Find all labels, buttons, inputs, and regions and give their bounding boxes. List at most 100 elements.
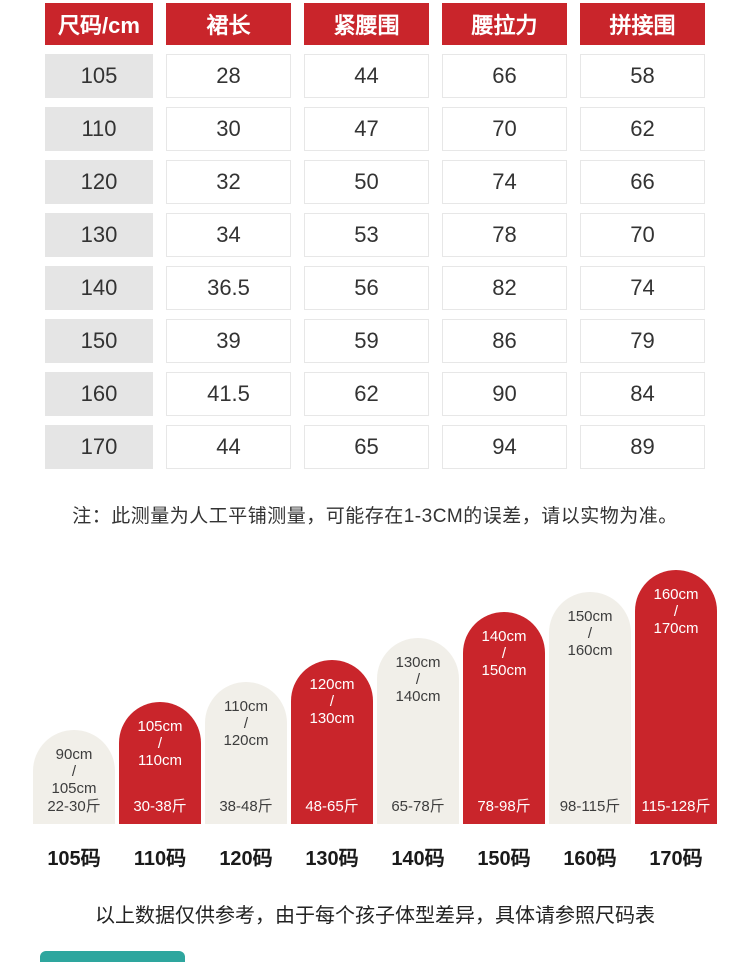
- bar-height-min: 130cm: [395, 654, 441, 671]
- value-cell: 50: [304, 160, 429, 204]
- value-cell: 79: [580, 319, 705, 363]
- size-cell: 110: [45, 107, 153, 151]
- bar-height-max: 130cm: [309, 710, 355, 727]
- bar-height-max: 160cm: [567, 642, 613, 659]
- size-bar: 140cm / 150cm 78-98斤: [463, 612, 545, 824]
- table-header-cell: 拼接围: [580, 3, 705, 45]
- size-bar: 160cm / 170cm 115-128斤: [635, 570, 717, 824]
- value-cell: 90: [442, 372, 567, 416]
- value-cell: 70: [442, 107, 567, 151]
- size-label: 120码: [219, 848, 273, 870]
- value-cell: 70: [580, 213, 705, 257]
- value-cell: 39: [166, 319, 291, 363]
- size-bar: 90cm / 105cm 22-30斤: [33, 730, 115, 824]
- size-table: 尺码/cm 裙长 紧腰围 腰拉力 拼接围 105 28 44 66 58 110…: [45, 3, 705, 469]
- size-label: 130码: [305, 848, 359, 870]
- size-bar: 150cm / 160cm 98-115斤: [549, 592, 631, 824]
- size-label: 110码: [133, 848, 187, 870]
- value-cell: 47: [304, 107, 429, 151]
- value-cell: 56: [304, 266, 429, 310]
- bar-height-max: 140cm: [395, 688, 441, 705]
- value-cell: 89: [580, 425, 705, 469]
- bar-weight-range: 38-48斤: [219, 798, 273, 815]
- bar-height-min: 90cm: [55, 746, 93, 763]
- bar-height-min: 110cm: [224, 698, 268, 715]
- value-cell: 65: [304, 425, 429, 469]
- table-header-cell: 腰拉力: [442, 3, 567, 45]
- value-cell: 28: [166, 54, 291, 98]
- bar-slash: /: [71, 763, 77, 780]
- bar-slash: /: [673, 603, 679, 620]
- size-cell: 140: [45, 266, 153, 310]
- bar-height-max: 110cm: [138, 752, 182, 769]
- value-cell: 34: [166, 213, 291, 257]
- bar-weight-range: 115-128斤: [641, 798, 711, 815]
- bar-weight-range: 78-98斤: [477, 798, 531, 815]
- bar-height-range: 110cm / 120cm: [223, 698, 268, 749]
- size-cell: 170: [45, 425, 153, 469]
- size-cell: 105: [45, 54, 153, 98]
- size-label-row: 105码 110码 120码 130码 140码 150码 160码 170码: [0, 842, 750, 871]
- size-label: 150码: [477, 848, 531, 870]
- bar-weight-range: 48-65斤: [305, 798, 359, 815]
- size-label: 105码: [47, 848, 101, 870]
- size-label: 140码: [391, 848, 445, 870]
- size-label: 160码: [563, 848, 617, 870]
- size-bar: 130cm / 140cm 65-78斤: [377, 638, 459, 824]
- bar-height-max: 120cm: [223, 732, 269, 749]
- size-label: 170码: [649, 848, 703, 870]
- size-cell: 120: [45, 160, 153, 204]
- bar-weight-range: 22-30斤: [47, 798, 101, 815]
- size-bar: 110cm / 120cm 38-48斤: [205, 682, 287, 824]
- bar-slash: /: [587, 625, 593, 642]
- value-cell: 66: [442, 54, 567, 98]
- size-bar: 120cm / 130cm 48-65斤: [291, 660, 373, 824]
- bar-weight-range: 98-115斤: [559, 798, 621, 815]
- bar-height-max: 105cm: [51, 780, 97, 797]
- value-cell: 74: [580, 266, 705, 310]
- value-cell: 41.5: [166, 372, 291, 416]
- teal-accent-bar: [40, 951, 185, 962]
- value-cell: 44: [166, 425, 291, 469]
- measure-note: 注：此测量为人工平铺测量，可能存在1-3CM的误差，请以实物为准。: [72, 506, 678, 527]
- bar-height-min: 150cm: [567, 608, 613, 625]
- value-cell: 58: [580, 54, 705, 98]
- bar-weight-range: 65-78斤: [391, 798, 445, 815]
- bar-height-range: 105cm / 110cm: [137, 718, 182, 769]
- size-cell: 130: [45, 213, 153, 257]
- bar-height-min: 120cm: [309, 676, 355, 693]
- bar-height-min: 105cm: [137, 718, 183, 735]
- bar-height-max: 150cm: [481, 662, 527, 679]
- bar-slash: /: [243, 715, 249, 732]
- size-bar-chart: 90cm / 105cm 22-30斤 105cm / 110cm 30-38斤…: [0, 570, 750, 824]
- value-cell: 59: [304, 319, 429, 363]
- table-header-cell: 紧腰围: [304, 3, 429, 45]
- size-cell: 160: [45, 372, 153, 416]
- bar-weight-range: 30-38斤: [133, 798, 187, 815]
- value-cell: 84: [580, 372, 705, 416]
- footer-note: 以上数据仅供参考，由于每个孩子体型差异，具体请参照尺码表: [95, 905, 655, 927]
- bar-slash: /: [415, 671, 421, 688]
- value-cell: 82: [442, 266, 567, 310]
- bar-height-min: 140cm: [481, 628, 527, 645]
- value-cell: 36.5: [166, 266, 291, 310]
- value-cell: 86: [442, 319, 567, 363]
- value-cell: 44: [304, 54, 429, 98]
- bar-height-range: 160cm / 170cm: [653, 586, 698, 637]
- bar-height-range: 150cm / 160cm: [567, 608, 612, 659]
- value-cell: 62: [304, 372, 429, 416]
- value-cell: 62: [580, 107, 705, 151]
- value-cell: 74: [442, 160, 567, 204]
- value-cell: 94: [442, 425, 567, 469]
- bar-height-range: 140cm / 150cm: [481, 628, 526, 679]
- bar-height-min: 160cm: [653, 586, 699, 603]
- bar-height-max: 170cm: [653, 620, 699, 637]
- value-cell: 53: [304, 213, 429, 257]
- value-cell: 30: [166, 107, 291, 151]
- bar-height-range: 130cm / 140cm: [395, 654, 440, 705]
- size-cell: 150: [45, 319, 153, 363]
- value-cell: 78: [442, 213, 567, 257]
- bar-slash: /: [157, 735, 163, 752]
- bar-slash: /: [329, 693, 335, 710]
- table-header-cell: 尺码/cm: [45, 3, 153, 45]
